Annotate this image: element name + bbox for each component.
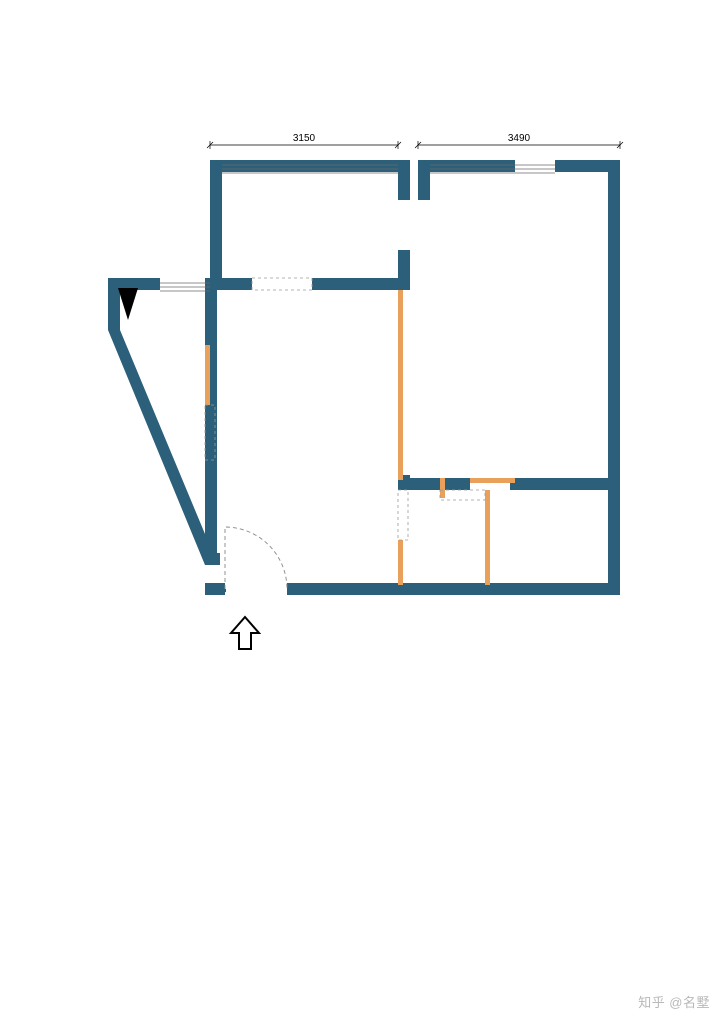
partition (205, 345, 210, 405)
wall (205, 583, 225, 595)
wall (398, 478, 470, 490)
wall (608, 160, 620, 595)
partition (485, 490, 490, 585)
walls-secondary (205, 290, 515, 585)
door-openings (205, 278, 485, 540)
watermark-text: 知乎 @名墅 (638, 992, 710, 1011)
wall (418, 160, 430, 200)
door-opening (440, 490, 485, 500)
wall (108, 278, 120, 330)
dimension-label: 3150 (293, 133, 316, 144)
dimension: 3150 (207, 133, 401, 149)
wall (510, 478, 620, 490)
column (118, 288, 138, 320)
walls-primary (108, 160, 620, 595)
entry-door-arc (225, 527, 287, 589)
wall-diagonal (108, 330, 215, 565)
partition (440, 478, 445, 498)
partition (398, 540, 403, 585)
wall (398, 160, 410, 200)
wall (312, 278, 410, 290)
door-opening (252, 278, 312, 290)
wall (418, 160, 515, 172)
door-opening (398, 490, 408, 540)
dimension: 3490 (415, 133, 623, 149)
entry-arrow-icon (231, 617, 259, 649)
wall (287, 583, 620, 595)
wall (210, 160, 222, 280)
wall (210, 160, 398, 172)
partition (398, 290, 403, 480)
partition (470, 478, 515, 483)
dimension-label: 3490 (508, 133, 531, 144)
dimension-group: 3150 3490 (207, 133, 623, 149)
